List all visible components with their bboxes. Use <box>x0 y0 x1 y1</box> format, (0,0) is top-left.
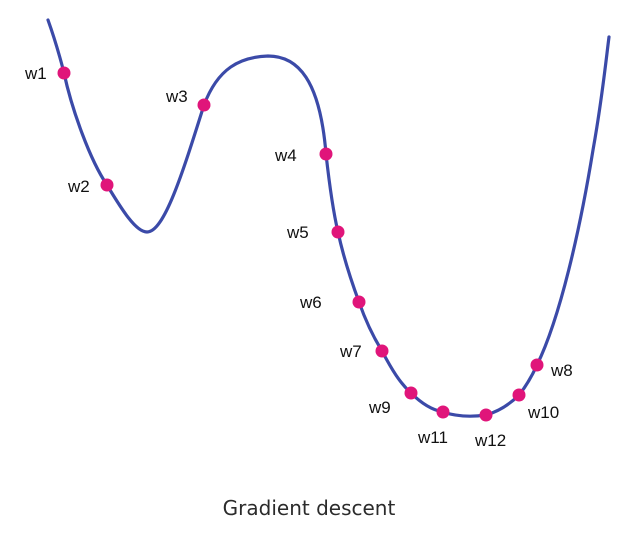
point-marker-w6 <box>352 295 366 309</box>
point-marker-w2 <box>100 178 114 192</box>
point-label-w11: w11 <box>417 428 448 447</box>
point-marker-w7 <box>375 344 389 358</box>
point-label-w4: w4 <box>274 146 297 165</box>
point-label-w12: w12 <box>474 431 506 450</box>
points-layer <box>57 66 544 422</box>
point-label-w6: w6 <box>299 293 322 312</box>
point-marker-w9 <box>404 386 418 400</box>
point-label-w1: w1 <box>24 64 47 83</box>
diagram-caption: Gradient descent <box>223 496 396 520</box>
point-marker-w4 <box>319 147 333 161</box>
point-label-w9: w9 <box>368 398 391 417</box>
point-marker-w10 <box>512 388 526 402</box>
point-marker-w8 <box>530 358 544 372</box>
point-label-w8: w8 <box>550 361 573 380</box>
point-label-w5: w5 <box>286 223 309 242</box>
labels-layer: w1 w2 w3 w4 w5 w6 w7 w8 w9 w10 w11 w12 <box>24 64 573 450</box>
loss-curve <box>46 18 611 418</box>
point-marker-w5 <box>331 225 345 239</box>
point-marker-w1 <box>57 66 71 80</box>
point-label-w3: w3 <box>165 87 188 106</box>
point-label-w7: w7 <box>339 342 362 361</box>
point-label-w2: w2 <box>67 177 90 196</box>
point-label-w10: w10 <box>527 403 559 422</box>
point-marker-w3 <box>197 98 211 112</box>
point-marker-w12 <box>479 408 493 422</box>
point-marker-w11 <box>436 405 450 419</box>
